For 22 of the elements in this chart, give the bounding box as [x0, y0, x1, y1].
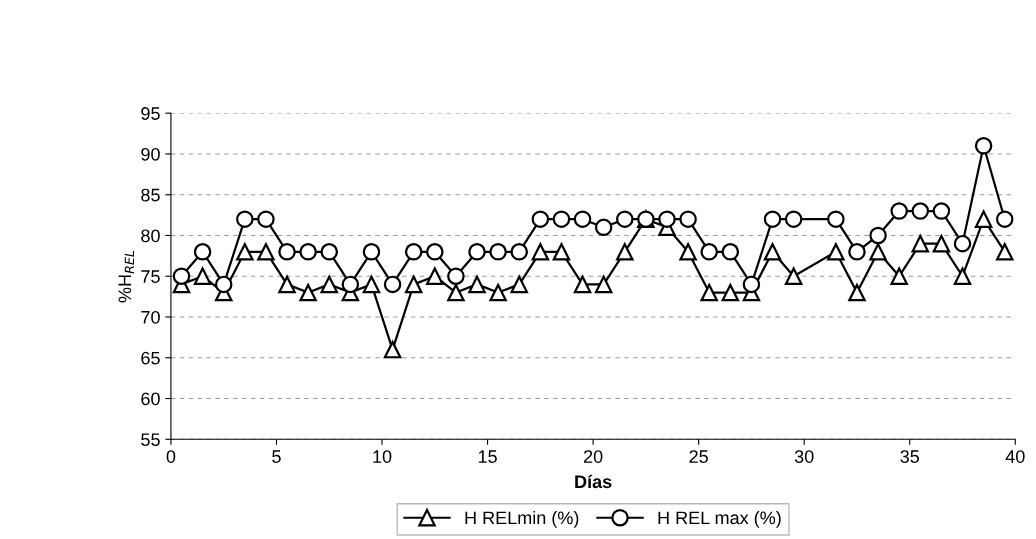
y-tick-label: 90 — [141, 147, 160, 161]
x-tick-label: 20 — [583, 450, 603, 463]
x-tick-label: 0 — [166, 450, 176, 463]
x-tick-label: 25 — [689, 450, 708, 463]
x-tick-label: 30 — [794, 450, 814, 463]
y-tick-label: 65 — [141, 351, 160, 365]
y-tick-label: 85 — [141, 188, 160, 202]
legend-label: H REL max (%) — [658, 510, 781, 528]
y-tick-label: 80 — [141, 229, 160, 243]
x-tick-label: 15 — [478, 450, 497, 463]
y-axis-title: %H$_{REL}$ — [118, 250, 134, 303]
x-tick-label: 10 — [373, 450, 392, 463]
y-tick-label: 60 — [141, 392, 160, 406]
y-tick-label: 75 — [141, 270, 160, 283]
x-tick-label: 40 — [1005, 450, 1025, 463]
y-tick-label: 95 — [141, 107, 160, 120]
y-tick-label: 55 — [141, 433, 160, 447]
x-axis-title: Días — [575, 474, 612, 489]
x-tick-label: 5 — [272, 450, 281, 463]
x-tick-label: 35 — [900, 450, 920, 463]
legend-label: H RELmin (%) — [465, 510, 579, 528]
y-tick-label: 70 — [141, 310, 160, 324]
